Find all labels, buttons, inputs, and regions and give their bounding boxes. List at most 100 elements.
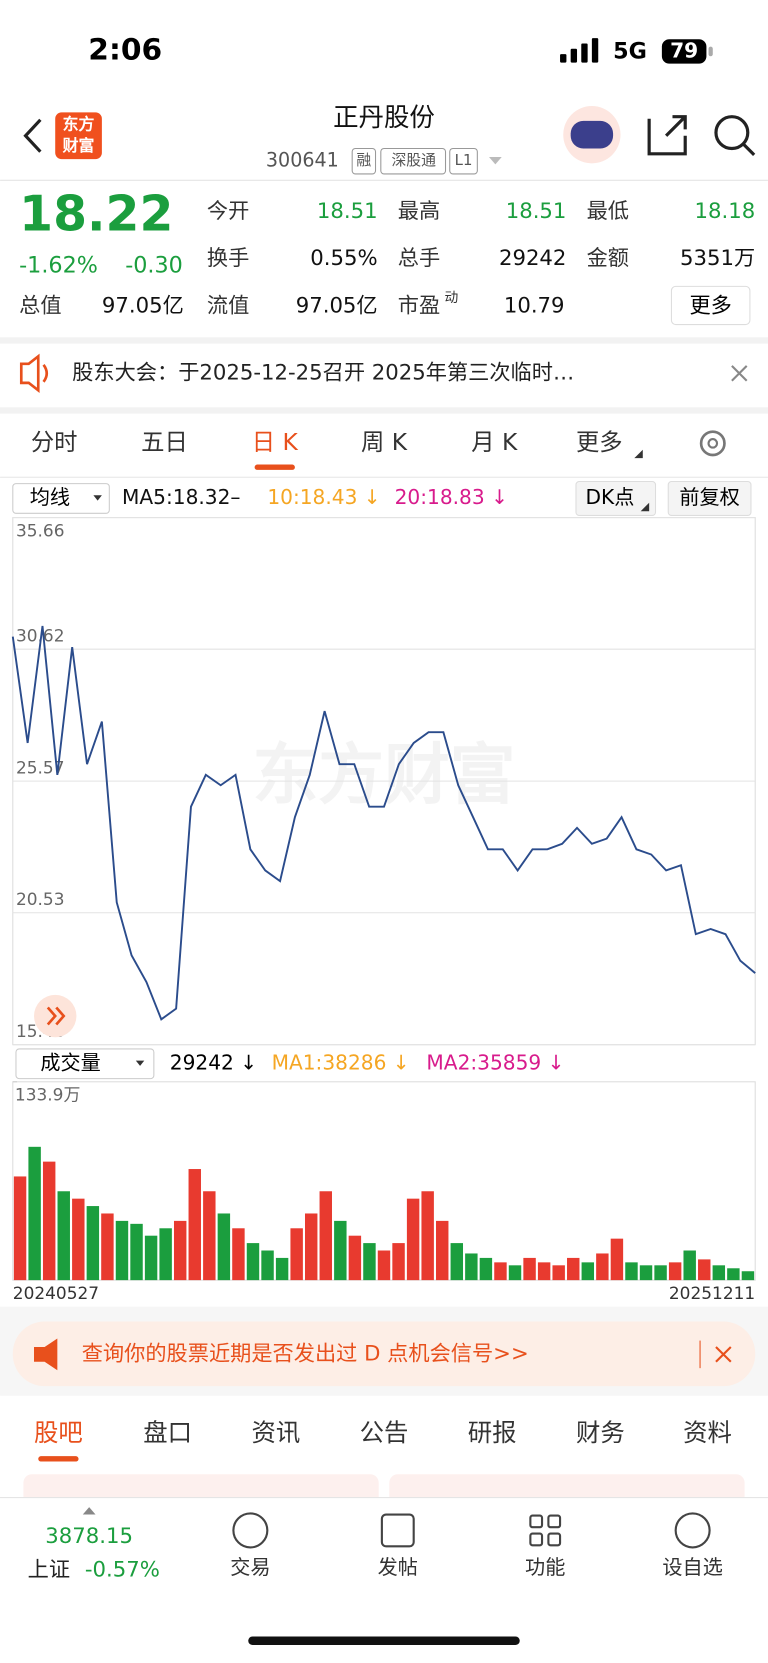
nav-item[interactable]: 设自选 (662, 1555, 722, 1579)
bottom-tab[interactable]: 资讯 (251, 1418, 300, 1447)
back[interactable] (23, 118, 42, 153)
volume-selector-label[interactable]: 成交量 (40, 1050, 100, 1074)
volume-bar (275, 1257, 289, 1281)
banner[interactable] (12, 1321, 756, 1387)
tag: 融 (356, 152, 371, 169)
dk-button[interactable] (575, 480, 657, 516)
logo-text: 东方 (63, 115, 95, 134)
volume-bar (421, 1191, 434, 1281)
volume-bar (319, 1191, 332, 1281)
close[interactable] (731, 365, 748, 382)
banner-close[interactable] (715, 1346, 732, 1363)
post-icon (380, 1513, 415, 1548)
tab[interactable]: 周 K (361, 428, 408, 456)
bottom-tab[interactable]: 财务 (576, 1418, 625, 1447)
tab[interactable]: 五日 (141, 428, 188, 456)
volume-bar (392, 1243, 405, 1281)
volume-bar (28, 1146, 41, 1281)
tab[interactable]: 月 K (471, 428, 518, 456)
share[interactable] (647, 115, 687, 156)
volume-bar (668, 1262, 682, 1281)
volume-bar (610, 1238, 624, 1281)
volume-bar (654, 1265, 667, 1281)
dropdown[interactable] (488, 156, 502, 165)
y-tick-label: 20.53 (16, 889, 65, 909)
ma-selector-label[interactable]: 均线 (30, 485, 70, 509)
volume: 29242 ↓ (170, 1050, 257, 1074)
nav-item[interactable]: 功能 (525, 1555, 565, 1579)
volume-bar (727, 1268, 740, 1281)
time: 2:06 (88, 32, 162, 67)
volume-bar (130, 1223, 143, 1281)
adjust-label[interactable]: 前复权 (679, 485, 739, 509)
index-change[interactable]: -0.57% (85, 1558, 160, 1583)
volume-bar (246, 1243, 260, 1281)
volume-bar (494, 1262, 507, 1281)
bottom-tab[interactable]: 研报 (468, 1418, 517, 1447)
signal (560, 38, 599, 63)
volume-bar (173, 1220, 187, 1281)
tab[interactable]: 日 K (252, 428, 299, 456)
home-indicator (248, 1636, 520, 1645)
volume-bar (523, 1257, 536, 1281)
network: 5G (613, 38, 647, 64)
volume-bar (537, 1262, 551, 1281)
tab-underline (38, 1456, 79, 1462)
bottom-tab[interactable]: 盘口 (143, 1418, 192, 1447)
volume-bar (596, 1253, 609, 1281)
field-label: 最低 (587, 199, 629, 224)
tag-box (380, 147, 447, 175)
separator (0, 337, 768, 344)
bottom-tab[interactable]: 股吧 (34, 1418, 83, 1447)
volume-selector[interactable] (15, 1048, 155, 1080)
volume-bar (567, 1257, 580, 1281)
tabs: 分时 五日 日 K 周 K 月 K 更多 (31, 428, 643, 470)
index-value[interactable]: 3878.15 (45, 1524, 133, 1549)
volume-ma2: MA2:35859 ↓ (426, 1050, 564, 1074)
banner-text[interactable]: 查询你的股票近期是否发出过 D 点机会信号>> (82, 1341, 529, 1366)
quote-fields: 今开 18.51 最高 18.51 最低 18.18 换手 0.55% 总手 29242 金额 535… (19, 199, 755, 318)
index-name[interactable]: 上证 (28, 1558, 70, 1583)
volume-bar (42, 1161, 56, 1281)
settings-core (707, 438, 719, 449)
function-icon (529, 1514, 562, 1547)
price: 18.22 (19, 185, 173, 242)
volume-bar (450, 1243, 464, 1281)
adjust-button[interactable] (667, 480, 752, 516)
logo (55, 112, 102, 160)
field-value: 18.51 (317, 199, 378, 224)
title: 正丹股份 (333, 103, 435, 133)
watch-icon (674, 1512, 711, 1549)
nav-item[interactable]: 发帖 (378, 1555, 418, 1579)
battery (661, 39, 707, 64)
volume-bar (72, 1198, 85, 1281)
dk-label[interactable]: DK点 (585, 485, 634, 509)
search-handle (742, 143, 756, 156)
caret (634, 449, 643, 459)
field-label: 今开 (207, 199, 249, 224)
volume-chart: 133.9万 (12, 1081, 756, 1281)
nav-item[interactable]: 交易 (230, 1555, 270, 1579)
nav-bar (0, 1497, 768, 1663)
settings[interactable] (699, 430, 726, 457)
ma-selector[interactable] (12, 483, 110, 514)
tab[interactable]: 分时 (31, 428, 78, 456)
tab[interactable]: 更多 (576, 428, 623, 456)
bottom-tab[interactable]: 资料 (683, 1418, 732, 1447)
field-sup: 动 (444, 290, 458, 306)
search[interactable] (714, 115, 750, 151)
volume-bar (436, 1220, 449, 1281)
more-button[interactable] (670, 285, 751, 326)
volume-bar (203, 1191, 216, 1281)
volume-bar (290, 1228, 303, 1281)
volume-bar (334, 1220, 347, 1281)
caret (135, 1060, 145, 1066)
more-label[interactable]: 更多 (689, 294, 731, 319)
volume-bar (261, 1250, 274, 1281)
ma10: 10:18.43 ↓ (267, 485, 380, 509)
field-value: 18.51 (506, 199, 567, 224)
notice[interactable]: 股东大会：于2025-12-25召开 2025年第三次临时… (72, 360, 574, 385)
bottom-tab[interactable]: 公告 (360, 1418, 409, 1447)
